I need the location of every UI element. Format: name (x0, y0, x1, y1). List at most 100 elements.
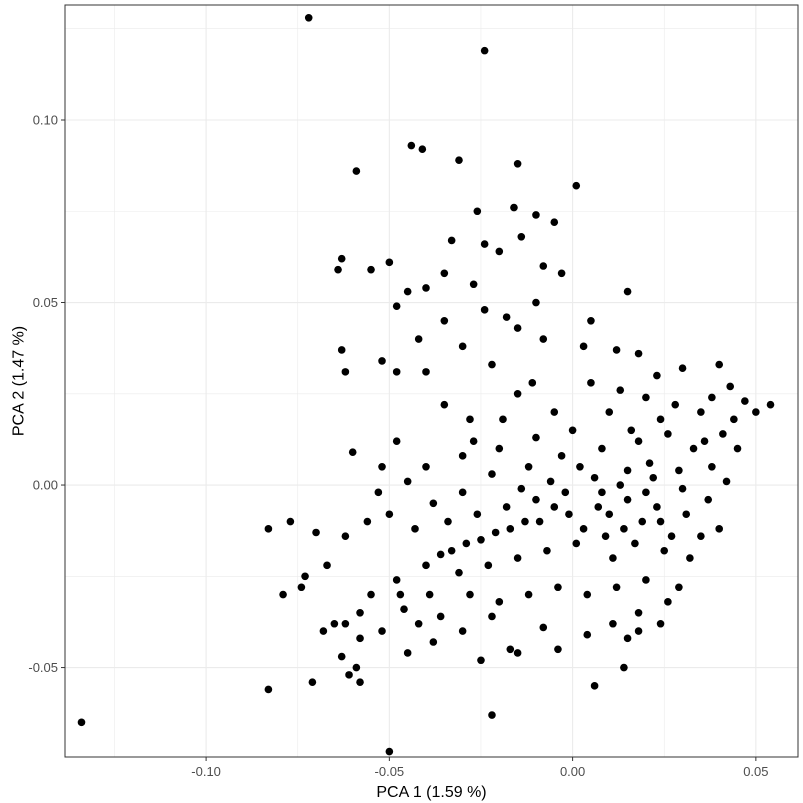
data-point (77, 718, 86, 727)
data-point (730, 415, 738, 424)
data-point (385, 747, 394, 756)
data-point (513, 649, 522, 657)
data-point (616, 386, 625, 394)
data-point (436, 550, 445, 559)
data-point (623, 634, 632, 643)
x-tick-label: 0.00 (560, 764, 585, 779)
data-point (678, 364, 687, 373)
data-point (638, 517, 647, 526)
data-point (572, 181, 581, 190)
x-axis-ticks: -0.10 -0.05 0.00 0.05 (191, 757, 769, 779)
data-point (752, 408, 760, 416)
data-point (414, 335, 423, 343)
data-point (367, 265, 375, 274)
y-tick-label: 0.05 (33, 295, 58, 310)
data-point (392, 368, 401, 376)
data-point (653, 371, 661, 380)
data-point (708, 393, 716, 402)
data-point (403, 287, 412, 296)
data-point (642, 576, 650, 584)
data-point (697, 408, 705, 416)
data-point (356, 678, 364, 686)
data-point (634, 627, 643, 635)
data-point (473, 510, 482, 519)
data-point (422, 462, 430, 471)
data-point (550, 408, 559, 416)
data-point (499, 415, 507, 424)
panel-border (64, 4, 799, 758)
data-point (363, 517, 372, 526)
data-point (557, 269, 566, 278)
data-point (414, 619, 423, 628)
data-point (612, 583, 621, 592)
data-point (440, 269, 449, 278)
data-point (422, 284, 430, 292)
data-point (279, 590, 287, 599)
data-point (385, 510, 394, 519)
data-point (341, 368, 350, 376)
data-point (539, 623, 548, 632)
data-point (675, 583, 683, 592)
data-point (532, 211, 540, 219)
data-point (337, 652, 346, 661)
data-point (513, 159, 522, 168)
data-point (403, 649, 412, 657)
data-point (458, 342, 467, 351)
data-point (517, 484, 526, 493)
data-point (550, 503, 559, 511)
data-point (429, 499, 438, 508)
data-point (605, 408, 614, 416)
data-point (462, 539, 471, 548)
data-point (488, 360, 496, 369)
data-point (480, 46, 489, 55)
data-point (528, 379, 537, 387)
data-point (334, 265, 342, 274)
data-point (323, 561, 331, 570)
data-point (741, 397, 749, 405)
data-point (356, 634, 364, 643)
data-point (609, 554, 617, 562)
data-point (330, 619, 339, 628)
data-point (422, 561, 430, 570)
data-point (484, 561, 493, 570)
data-point (594, 503, 603, 511)
data-point (392, 437, 401, 446)
plot-panel (65, 5, 798, 757)
data-point (620, 663, 628, 672)
data-point (708, 462, 716, 471)
data-point (532, 433, 540, 442)
data-point (411, 525, 419, 533)
data-point (671, 400, 680, 409)
data-point (337, 346, 346, 354)
point-series (77, 13, 775, 756)
data-point (612, 346, 621, 354)
data-point (502, 503, 511, 511)
data-point (605, 510, 614, 519)
data-point (524, 590, 533, 599)
data-point (488, 612, 496, 621)
data-point (440, 316, 449, 325)
y-tick-label: 0.00 (33, 478, 58, 493)
data-point (264, 685, 273, 694)
data-point (517, 233, 526, 241)
data-point (341, 619, 350, 628)
data-point (587, 379, 595, 387)
data-point (319, 627, 328, 635)
data-point (583, 590, 592, 599)
data-point (469, 437, 478, 446)
data-point (697, 532, 705, 540)
data-point (444, 517, 452, 526)
data-point (469, 280, 478, 289)
data-point (418, 145, 427, 153)
data-point (587, 316, 595, 325)
data-point (631, 539, 639, 548)
data-point (392, 302, 401, 310)
data-point (550, 218, 559, 227)
x-tick-label: -0.05 (375, 764, 405, 779)
data-point (722, 477, 731, 486)
data-point (656, 517, 665, 526)
data-point (301, 572, 309, 581)
data-point (660, 546, 669, 555)
data-point (565, 510, 573, 519)
data-point (356, 609, 364, 617)
